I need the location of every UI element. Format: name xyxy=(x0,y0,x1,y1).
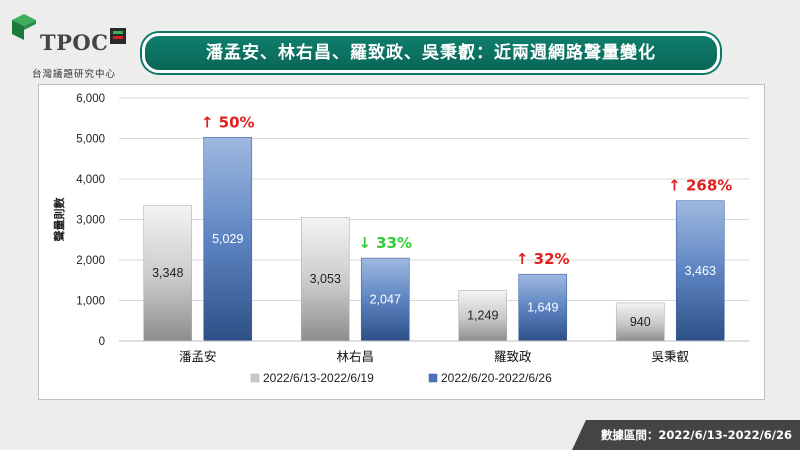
chart-panel: 6,000 5,000 4,000 3,000 2,000 1,000 0 聲量則數 3,348… xyxy=(38,84,765,400)
change-label: ↓ 33% xyxy=(358,234,412,252)
x-tick-label: 吳秉叡 xyxy=(651,349,689,364)
logo-text: TPOC xyxy=(40,30,109,55)
y-tick-label: 3,000 xyxy=(76,215,105,227)
bar-value-label: 3,348 xyxy=(152,266,183,280)
footer-banner: 數據區間：2022/6/13-2022/6/26 xyxy=(572,420,800,450)
legend-label: 2022/6/13-2022/6/19 xyxy=(263,371,374,385)
x-tick-label: 潘孟安 xyxy=(179,349,217,364)
change-label: ↑ 268% xyxy=(668,177,732,195)
change-label: ↑ 50% xyxy=(201,113,255,131)
y-axis-label: 聲量則數 xyxy=(52,198,66,242)
y-tick-label: 6,000 xyxy=(76,93,105,105)
legend-swatch xyxy=(428,373,438,383)
logo: TPOC 台灣議題研究中心 xyxy=(10,14,132,80)
bar-week2 xyxy=(675,200,725,342)
change-label: ↑ 32% xyxy=(516,250,570,268)
bar-value-label: 2,047 xyxy=(370,293,401,307)
y-tick-label: 4,000 xyxy=(76,174,105,186)
bar-week1 xyxy=(143,205,193,342)
logo-mark-icon xyxy=(12,14,36,40)
bar-week1 xyxy=(615,302,665,342)
chart-title: 潘孟安、林右昌、羅致政、吳秉叡：近兩週網路聲量變化 xyxy=(206,43,656,63)
legend-label: 2022/6/20-2022/6/26 xyxy=(441,371,552,385)
logo-badge-icon xyxy=(110,28,126,44)
title-bar: 潘孟安、林右昌、羅致政、吳秉叡：近兩週網路聲量變化 xyxy=(142,33,720,73)
legend-swatch xyxy=(250,373,260,383)
bar-value-label: 5,029 xyxy=(212,232,243,246)
bar-value-label: 3,053 xyxy=(310,272,341,286)
x-tick-label: 羅致政 xyxy=(494,349,532,364)
bar-week1 xyxy=(458,290,508,342)
bar-value-label: 940 xyxy=(630,315,651,329)
bar-chart: 6,000 5,000 4,000 3,000 2,000 1,000 0 聲量則數 3,348… xyxy=(52,93,749,385)
x-tick-label: 林右昌 xyxy=(336,349,374,364)
bar-week1 xyxy=(300,217,350,342)
y-tick-label: 0 xyxy=(99,336,105,348)
footer-date-range: 數據區間：2022/6/13-2022/6/26 xyxy=(600,428,792,442)
logo-subtitle: 台灣議題研究中心 xyxy=(32,69,117,80)
y-tick-label: 2,000 xyxy=(76,255,105,267)
y-tick-label: 1,000 xyxy=(76,296,105,308)
bar-week2 xyxy=(203,137,253,342)
y-tick-label: 5,000 xyxy=(76,134,105,146)
bar-value-label: 1,249 xyxy=(467,309,498,323)
bar-value-label: 1,649 xyxy=(527,301,558,315)
bar-value-label: 3,463 xyxy=(685,264,716,278)
